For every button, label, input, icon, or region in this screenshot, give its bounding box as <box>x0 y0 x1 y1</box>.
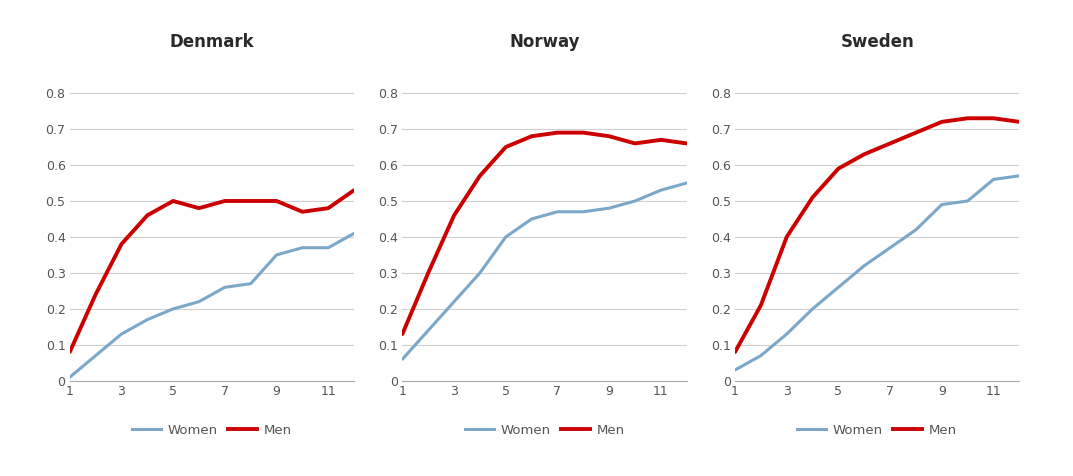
Legend: Women, Men: Women, Men <box>460 420 629 441</box>
Title: Denmark: Denmark <box>170 33 254 51</box>
Legend: Women, Men: Women, Men <box>128 420 296 441</box>
Title: Sweden: Sweden <box>840 33 914 51</box>
Title: Norway: Norway <box>510 33 579 51</box>
Legend: Women, Men: Women, Men <box>793 420 961 441</box>
